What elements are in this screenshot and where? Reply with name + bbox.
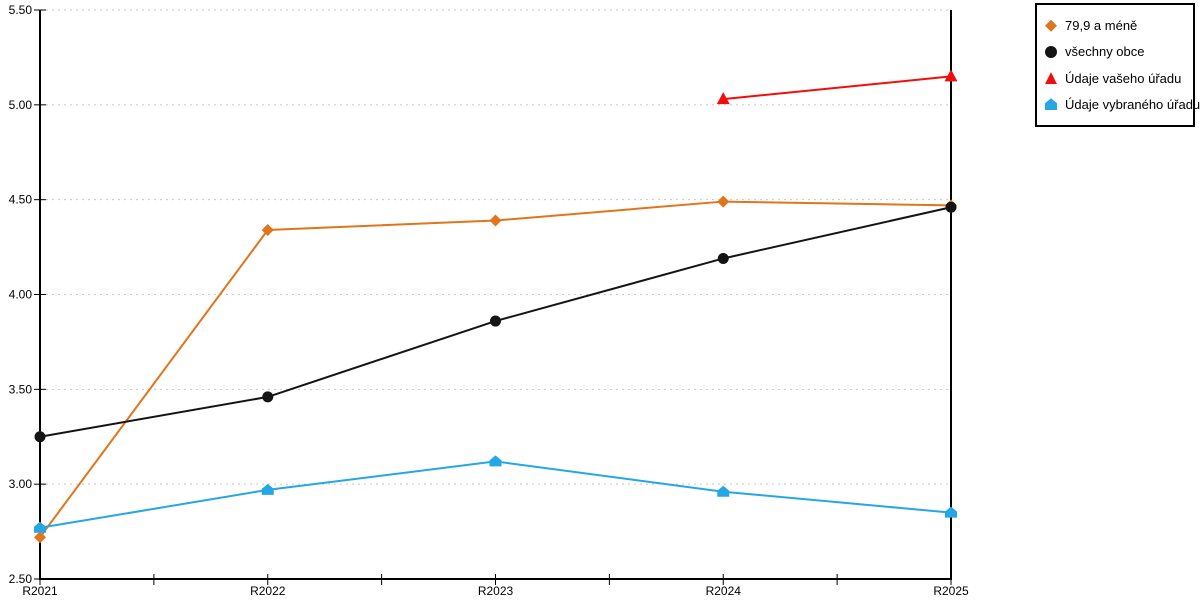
legend-label: 79,9 a méně — [1065, 18, 1138, 34]
y-tick-label: 4.50 — [9, 193, 33, 207]
y-tick-label: 5.50 — [9, 3, 33, 17]
data-point-circle — [262, 391, 274, 403]
y-tick-label: 5.00 — [9, 98, 33, 112]
y-tick-label: 3.00 — [9, 477, 33, 491]
legend-item-udaje-vybraneho-uradu: Údaje vybraného úřadu — [1045, 97, 1200, 112]
legend-label: Údaje vašeho úřadu — [1065, 70, 1182, 86]
circle-marker-icon — [1045, 45, 1057, 58]
x-tick-label: R2024 — [706, 584, 742, 598]
data-point-diamond — [717, 195, 730, 208]
x-tick-label: R2021 — [22, 584, 58, 598]
data-point-diamond — [34, 531, 46, 544]
diamond-marker-icon — [1045, 19, 1057, 32]
data-point-triangle-flat — [261, 483, 274, 495]
y-tick-label: 3.50 — [9, 382, 33, 396]
data-point-triangle-flat — [489, 455, 502, 467]
data-point-circle — [945, 201, 957, 213]
data-point-diamond — [261, 224, 274, 237]
triangle-flat-marker-icon — [1045, 98, 1057, 111]
legend: 79,9 a méně všechny obce Údaje vašeho úř… — [1035, 3, 1200, 127]
legend-item-79-9-a-mene: 79,9 a méně — [1045, 18, 1185, 33]
legend-label: Údaje vybraného úřadu — [1065, 96, 1200, 112]
data-point-triangle-flat — [717, 485, 730, 497]
data-point-triangle — [716, 92, 730, 105]
x-tick-label: R2023 — [478, 584, 514, 598]
legend-label: všechny obce — [1065, 44, 1145, 60]
data-point-circle — [490, 315, 501, 327]
data-point-diamond — [489, 214, 502, 227]
data-point-circle — [717, 252, 729, 264]
legend-item-udaje-vaseho-uradu: Údaje vašeho úřadu — [1045, 71, 1185, 86]
series-line — [39, 200, 952, 538]
data-point-triangle-flat — [34, 521, 46, 533]
series-line — [723, 75, 952, 101]
legend-item-vsechny-obce: všechny obce — [1045, 44, 1185, 59]
x-tick-label: R2025 — [933, 584, 969, 598]
triangle-marker-icon — [1045, 72, 1057, 85]
x-tick-label: R2022 — [250, 584, 286, 598]
data-point-circle — [34, 431, 46, 443]
series-line — [39, 460, 952, 529]
y-tick-label: 4.00 — [9, 288, 33, 302]
data-point-triangle-flat — [945, 506, 957, 518]
data-point-triangle — [944, 69, 958, 82]
y-tick-label: 2.50 — [9, 572, 33, 586]
